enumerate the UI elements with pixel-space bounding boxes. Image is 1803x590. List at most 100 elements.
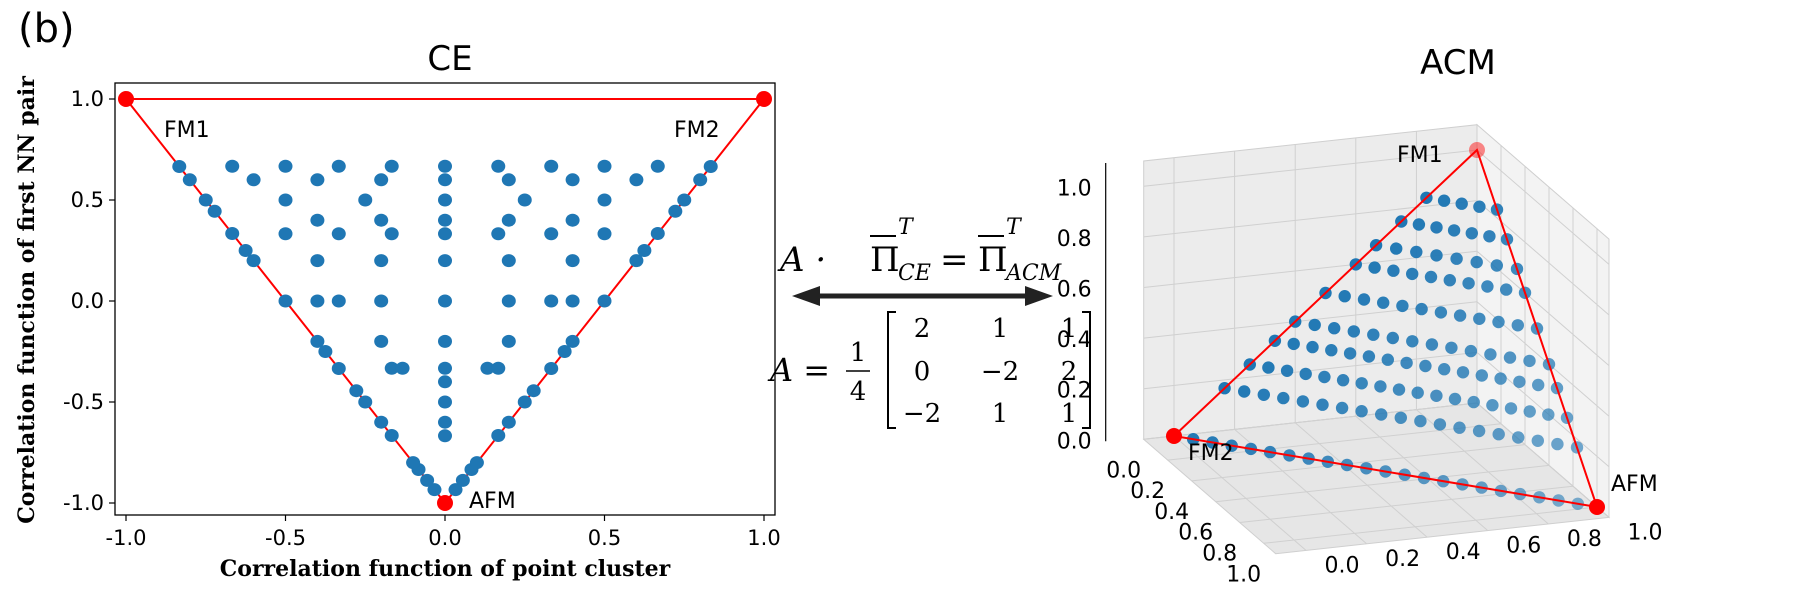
ce-edge-point (491, 429, 506, 443)
ce-interior-point (501, 254, 516, 268)
acm-point (1425, 338, 1439, 351)
acm-point (1396, 299, 1409, 313)
ce-edge-point (597, 294, 612, 308)
acm-point (1375, 408, 1388, 421)
eq-pi-acm: Π (978, 240, 1008, 280)
ce-interior-point (358, 193, 373, 207)
acm-point (1306, 340, 1319, 354)
acm-point (1532, 378, 1545, 392)
acm-vertex-label: FM2 (1188, 441, 1234, 466)
ce-y-axis-label: Correlation function of first NN pair (14, 76, 40, 524)
acm-point (1410, 245, 1423, 259)
acm-grid-line (1143, 402, 1478, 440)
ce-interior-point (517, 193, 532, 207)
ce-interior-point (438, 213, 452, 227)
ce-edge-point (207, 204, 222, 218)
ce-y-ticks: -1.0 -0.5 0.0 0.5 1.0 (63, 87, 115, 515)
ce-interior-point (384, 361, 399, 375)
ce-interior-point (565, 254, 580, 268)
acm-point (1262, 361, 1275, 374)
acm-point (1438, 363, 1451, 376)
ce-interior-point (438, 429, 452, 443)
acm-point (1390, 242, 1403, 255)
ce-interior-point (544, 294, 559, 308)
ce-vertices: FM1 FM2 AFM (118, 91, 772, 514)
acm-z-tick-label: 0.6 (1057, 278, 1092, 303)
ce-interior-point (544, 227, 559, 241)
acm-point (1357, 293, 1371, 306)
ce-edge-point (310, 334, 325, 348)
acm-point (1368, 261, 1381, 274)
acm-point (1238, 385, 1251, 398)
acm-point (1472, 424, 1486, 438)
matrix-cell-r1c2: 1 (992, 314, 1009, 344)
ce-interior-point (374, 173, 389, 187)
eq-pi-ce-sup: T (898, 215, 915, 240)
acm-grid-line (1143, 149, 1478, 187)
ce-x-tick-label: 0.0 (428, 526, 461, 550)
ce-edge-point (349, 384, 364, 398)
acm-z-tick-label: 1.0 (1057, 176, 1092, 201)
acm-point (1414, 414, 1427, 428)
acm-point (1415, 302, 1428, 316)
acm-point (1464, 344, 1478, 358)
ce-edge-point (374, 415, 389, 429)
acm-grid-line (1143, 250, 1478, 288)
ce-points (172, 159, 718, 497)
acm-point (1473, 200, 1486, 213)
ce-interior-point (278, 159, 293, 173)
ce-vertex-label: AFM (469, 489, 516, 514)
acm-z-tick-label: 0.2 (1057, 379, 1092, 404)
matrix-cell-r3c2: 1 (992, 399, 1009, 429)
ce-interior-point (438, 227, 452, 241)
ce-interior-point (501, 213, 516, 227)
acm-vertex-fm1 (1469, 142, 1485, 158)
acm-point (1308, 318, 1321, 332)
acm-grid-line (1191, 444, 1526, 482)
acm-z-tick-label: 0.4 (1057, 328, 1092, 353)
acm-boundary-triangle (1171, 148, 1599, 509)
ce-y-tick-label: -1.0 (63, 491, 104, 515)
ce-interior-point (565, 294, 580, 308)
acm-point (1433, 418, 1447, 431)
acm-point (1467, 395, 1480, 409)
acm-point (1450, 252, 1463, 265)
ce-x-tick-label: 0.5 (588, 526, 621, 550)
eq-pi-ce: Π (870, 240, 900, 280)
acm-point (1412, 218, 1426, 231)
acm-y-tick-label: 0.0 (1325, 553, 1360, 578)
acm-point (1511, 319, 1525, 332)
acm-y-tick-label: 0.6 (1506, 534, 1541, 559)
ce-edge-point (406, 456, 421, 470)
ce-x-tick-label: -0.5 (265, 526, 306, 550)
acm-grid-line (1476, 200, 1610, 316)
acm-point (1455, 197, 1468, 210)
acm-point (1456, 366, 1470, 379)
acm-point (1465, 227, 1479, 240)
acm-point (1490, 259, 1504, 272)
ce-interior-point (438, 334, 452, 348)
acm-point (1475, 369, 1489, 382)
acm-point (1443, 274, 1457, 287)
acm-point (1318, 370, 1331, 384)
acm-grid-line (1173, 435, 1307, 551)
acm-point (1277, 391, 1290, 405)
acm-point (1406, 267, 1419, 281)
ce-edge-point (358, 395, 373, 409)
ce-interior-point (438, 294, 452, 308)
ce-edge-point (693, 173, 708, 187)
ce-edge-point (278, 294, 293, 308)
ce-interior-point (310, 173, 325, 187)
ce-panel: CE -1.0 -0.5 0.0 0.5 1.0 -1.0 -0.5 0.0 0.5 1.0 F… (14, 39, 781, 582)
acm-point (1400, 356, 1413, 370)
acm-point (1551, 437, 1564, 451)
acm-point (1381, 353, 1395, 366)
ce-interior-point (438, 254, 452, 268)
ce-interior-point (278, 193, 293, 207)
acm-point (1424, 270, 1438, 284)
ce-interior-point (310, 213, 325, 227)
acm-title: ACM (1420, 43, 1496, 83)
acm-point (1406, 335, 1419, 348)
acm-z-tick-label: 0.0 (1057, 429, 1092, 454)
ce-edge-point (650, 227, 665, 241)
